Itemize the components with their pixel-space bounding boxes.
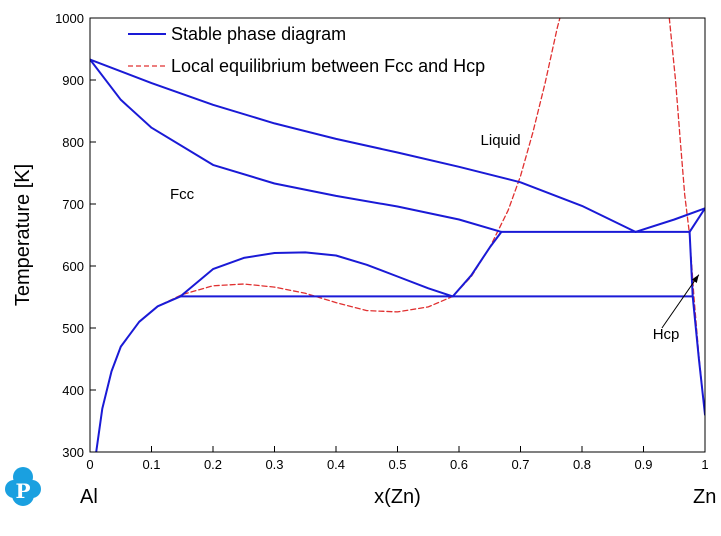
plot-frame [89, 17, 706, 453]
y-tick-label: 400 [62, 383, 84, 398]
region-label-hcp: Hcp [653, 326, 680, 343]
series-line-fcc-solvus-left [95, 295, 182, 452]
series-line-miscibility-gap [179, 251, 454, 298]
region-label-liquid: Liquid [481, 132, 521, 149]
x-tick-label: 0.4 [327, 457, 345, 472]
x-axis-label: x(Zn) [374, 486, 421, 508]
y-tick-label: 600 [62, 259, 84, 274]
y-tick-label: 700 [62, 197, 84, 212]
legend: Stable phase diagram Local equilibrium be… [128, 24, 485, 76]
series-line-fcc-left [95, 18, 561, 452]
x-tick-label: 0.8 [573, 457, 591, 472]
y-tick-label: 500 [62, 321, 84, 336]
series-line-liquidus-left [90, 58, 637, 233]
y-tick-label: 1000 [55, 11, 84, 26]
y-axis-ticks: 300 400 500 600 700 800 900 1000 [55, 11, 96, 460]
right-end-label: Zn [693, 486, 716, 508]
x-tick-label: 0.1 [142, 457, 160, 472]
svg-text:P: P [15, 479, 30, 503]
logo-icon: P [5, 467, 41, 506]
x-tick-label: 1 [701, 457, 708, 472]
y-tick-label: 800 [62, 135, 84, 150]
annotation-arrow-head [691, 274, 699, 283]
x-axis-ticks: 0 0.1 0.2 0.3 0.4 0.5 0.6 0.7 0.8 0.9 1 [86, 446, 709, 472]
series-line-hcp-solvus [688, 230, 705, 416]
series-line-fcc-solidus [90, 58, 503, 233]
y-tick-label: 900 [62, 73, 84, 88]
x-tick-label: 0.6 [450, 457, 468, 472]
y-tick-label: 300 [62, 445, 84, 460]
x-tick-label: 0.2 [204, 457, 222, 472]
region-label-fcc: Fcc [170, 186, 195, 203]
y-axis-label: Temperature [K] [12, 164, 34, 306]
annotations [661, 274, 700, 329]
legend-label: Stable phase diagram [171, 24, 346, 44]
legend-label: Local equilibrium between Fcc and Hcp [171, 56, 485, 76]
plot-lines [90, 18, 705, 452]
region-labels: Liquid Fcc Hcp [170, 132, 679, 343]
x-tick-label: 0.7 [511, 457, 529, 472]
series-line-fcc-solvus-right [451, 230, 503, 298]
x-tick-label: 0.3 [265, 457, 283, 472]
series-line-hcp-solidus [688, 207, 705, 233]
x-tick-label: 0 [86, 457, 93, 472]
x-tick-label: 0.9 [634, 457, 652, 472]
left-end-label: Al [80, 486, 98, 508]
series-line-liquidus-right [634, 207, 705, 233]
x-tick-label: 0.5 [388, 457, 406, 472]
annotation-arrow-line [661, 274, 700, 329]
